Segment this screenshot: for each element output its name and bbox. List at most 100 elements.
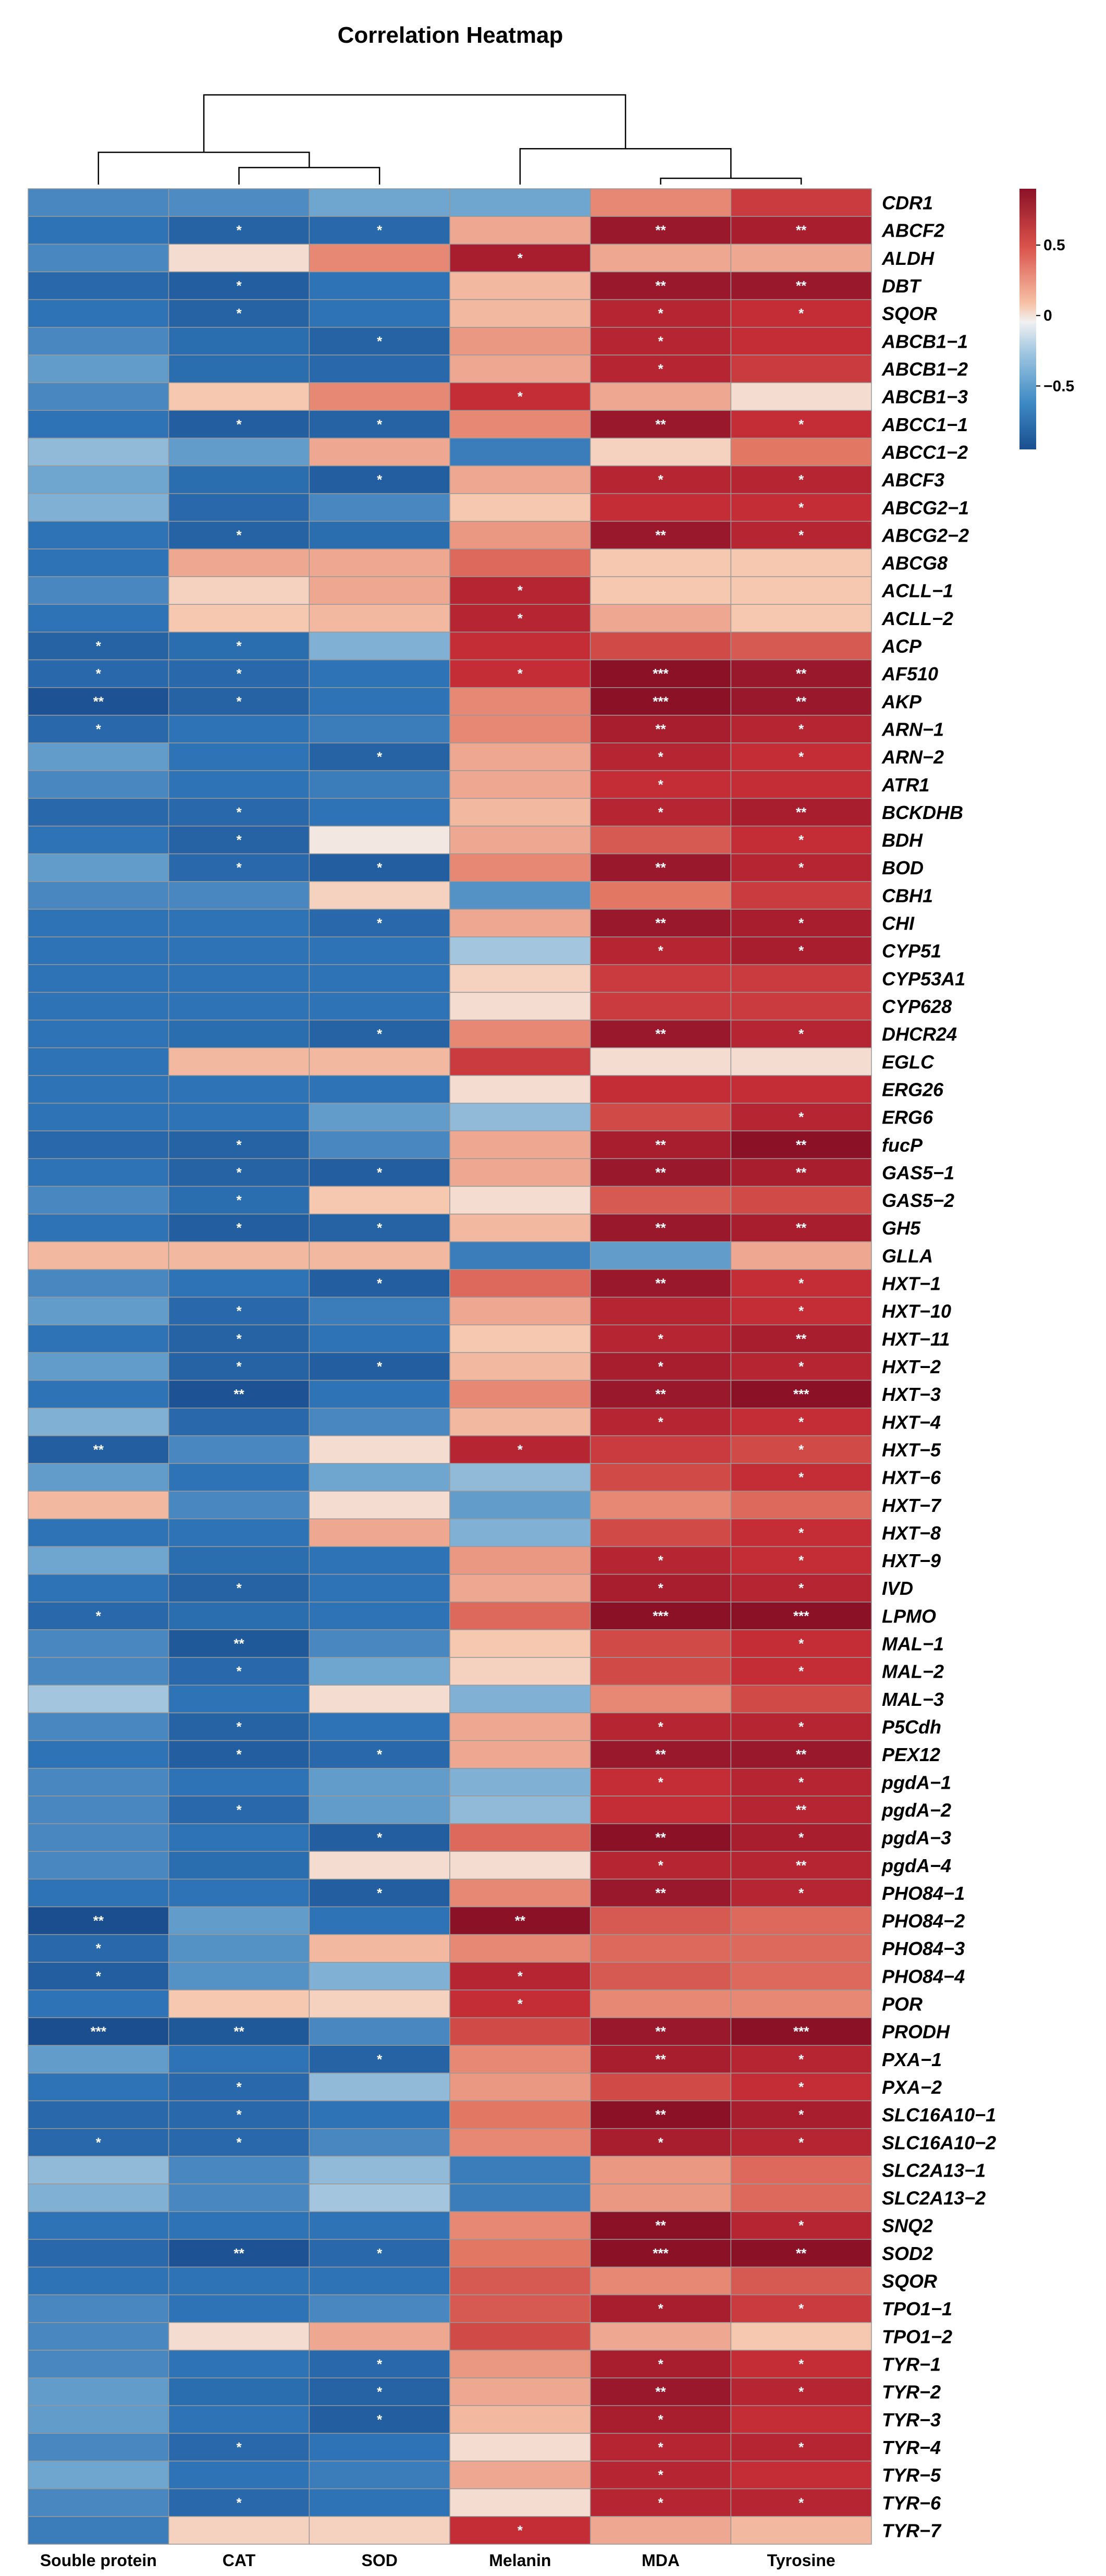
significance-marker: ** xyxy=(234,2024,244,2040)
heatmap-cell xyxy=(730,2377,872,2406)
significance-marker: * xyxy=(798,1414,804,1430)
heatmap-cell xyxy=(449,188,591,217)
heatmap-cell xyxy=(28,992,169,1021)
heatmap-cell xyxy=(168,2183,310,2212)
heatmap-cell xyxy=(589,964,732,993)
heatmap-cell xyxy=(449,1491,591,1520)
significance-marker: * xyxy=(658,2357,663,2372)
significance-marker: * xyxy=(377,1165,383,1180)
heatmap-cell xyxy=(589,382,732,411)
heatmap-cell xyxy=(730,1851,872,1880)
heatmap-cell xyxy=(449,1158,591,1187)
heatmap-cell xyxy=(589,770,732,799)
chart-title: Correlation Heatmap xyxy=(338,22,563,48)
heatmap-cell xyxy=(730,2100,872,2129)
significance-marker: ** xyxy=(796,1858,807,1873)
row-label: AF510 xyxy=(881,663,938,685)
significance-marker: ** xyxy=(655,2384,666,2400)
heatmap-cell xyxy=(449,1906,591,1935)
heatmap-cell xyxy=(730,1269,872,1298)
row-label: ATR1 xyxy=(881,774,929,796)
heatmap-cell xyxy=(449,2183,591,2212)
heatmap-cell xyxy=(28,1602,169,1630)
significance-marker: * xyxy=(658,361,663,376)
row-label: SQOR xyxy=(882,303,937,324)
significance-marker: * xyxy=(236,1331,242,1347)
heatmap-cell xyxy=(309,1823,450,1852)
significance-marker: * xyxy=(798,1636,804,1652)
significance-marker: * xyxy=(236,1747,242,1762)
heatmap-cell xyxy=(28,2239,169,2268)
heatmap-cell xyxy=(589,1435,732,1464)
significance-marker: *** xyxy=(653,2245,669,2261)
heatmap-cell xyxy=(449,2017,591,2046)
heatmap-cell xyxy=(28,493,169,522)
heatmap-cell xyxy=(28,798,169,827)
row-label: ABCB1−2 xyxy=(881,358,968,380)
heatmap-cell xyxy=(730,576,872,605)
heatmap-cell xyxy=(309,243,450,273)
significance-marker: * xyxy=(658,1359,663,1374)
heatmap-cell xyxy=(449,1130,591,1159)
heatmap-cell xyxy=(28,1989,169,2018)
heatmap-cell xyxy=(309,576,450,605)
heatmap-cell xyxy=(168,1518,310,1547)
heatmap-cell xyxy=(449,1796,591,1824)
significance-marker: * xyxy=(798,2134,804,2150)
heatmap-cell xyxy=(168,1878,310,1908)
row-label: ACLL−1 xyxy=(881,580,953,602)
row-label: BOD xyxy=(882,857,924,878)
heatmap-cell xyxy=(309,1657,450,1686)
heatmap-cell xyxy=(309,1047,450,1076)
heatmap-cell xyxy=(309,1962,450,1991)
heatmap-cell xyxy=(309,881,450,910)
heatmap-cell xyxy=(730,2350,872,2378)
heatmap-cell xyxy=(309,1712,450,1741)
heatmap-cell xyxy=(449,1767,591,1797)
colorbar-tick-label: −0.5 xyxy=(1043,377,1074,395)
heatmap-cell xyxy=(309,1989,450,2018)
heatmap-cell xyxy=(309,2405,450,2434)
colorbar-ticks: 0.5 0 −0.5 xyxy=(1036,237,1074,395)
heatmap-cell xyxy=(449,1518,591,1547)
significance-marker: ** xyxy=(655,860,666,875)
heatmap-cell xyxy=(449,1546,591,1575)
heatmap-cell xyxy=(449,881,591,910)
heatmap-cell xyxy=(168,465,310,494)
significance-marker: * xyxy=(518,583,523,599)
heatmap-cell xyxy=(589,1491,732,1520)
heatmap-cell xyxy=(449,1823,591,1852)
heatmap-cell xyxy=(589,521,732,550)
heatmap-cell xyxy=(168,2460,310,2489)
row-label: HXT−3 xyxy=(882,1384,941,1405)
row-label: GLLA xyxy=(882,1245,933,1266)
significance-marker: * xyxy=(798,2052,804,2067)
heatmap-cell xyxy=(589,1962,732,1991)
heatmap-cell xyxy=(168,327,310,356)
heatmap-cell xyxy=(28,1241,169,1270)
heatmap-cell xyxy=(449,327,591,356)
heatmap-cell xyxy=(168,1962,310,1991)
heatmap-cell xyxy=(28,1546,169,1575)
heatmap-cell xyxy=(449,1878,591,1908)
significance-marker: * xyxy=(798,1830,804,1846)
heatmap-cell xyxy=(28,1796,169,1824)
heatmap-cell xyxy=(449,2211,591,2240)
heatmap-cell xyxy=(168,2516,310,2545)
row-label: SQOR xyxy=(882,2270,937,2292)
heatmap-cell xyxy=(168,1186,310,1215)
heatmap-cell xyxy=(28,1213,169,1242)
significance-marker: * xyxy=(518,250,523,266)
significance-marker: ** xyxy=(796,1802,807,1817)
significance-marker: * xyxy=(377,1830,383,1846)
significance-marker: ** xyxy=(655,1137,666,1153)
row-label: HXT−11 xyxy=(882,1328,950,1350)
significance-marker: * xyxy=(518,389,523,405)
heatmap-cell xyxy=(309,1103,450,1131)
heatmap-cell xyxy=(730,1241,872,1270)
heatmap-cell xyxy=(28,1684,169,1714)
row-label: SNQ2 xyxy=(882,2215,933,2237)
heatmap-cell xyxy=(168,2045,310,2074)
significance-marker: * xyxy=(658,1580,663,1596)
colorbar-gradient xyxy=(1019,189,1036,449)
